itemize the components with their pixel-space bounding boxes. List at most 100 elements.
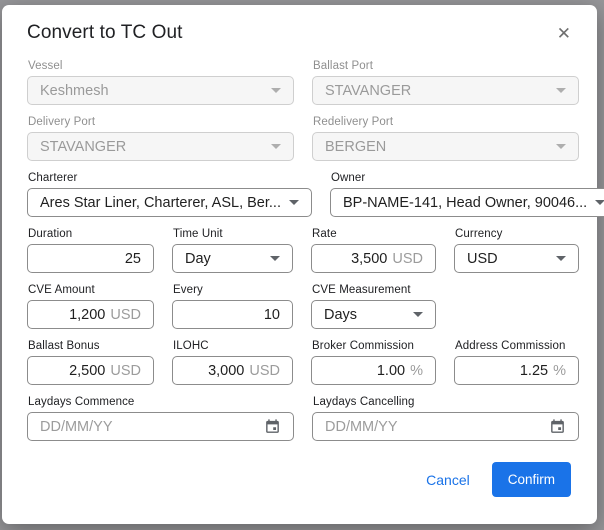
delivery-port-label: Delivery Port [28,116,96,128]
address-commission-value: 1.25 [519,362,549,379]
rate-value: 3,500 [351,250,388,267]
ilohc-fieldgroup: ILOHC 3,000 USD [172,340,293,385]
ballast-port-value: STAVANGER [325,82,412,99]
chevron-down-icon [271,144,281,149]
broker-commission-label: Broker Commission [312,340,415,352]
owner-select[interactable]: BP-NAME-141, Head Owner, 90046... [329,188,604,217]
time-unit-value: Day [185,250,211,267]
dialog-title: Convert to TC Out [27,22,183,43]
laydays-commence-placeholder: DD/MM/YY [40,418,113,435]
close-icon[interactable]: ✕ [553,22,575,46]
chevron-down-icon [556,144,566,149]
rate-fieldgroup: Rate 3,500 USD [311,228,436,273]
charterer-value: Ares Star Liner, Charterer, ASL, Ber... [40,194,281,211]
chevron-down-icon [556,256,566,261]
vessel-select: Keshmesh [27,76,294,105]
every-input[interactable]: 10 [172,300,293,329]
cancel-button[interactable]: Cancel [410,463,486,497]
address-commission-unit-suffix: % [553,362,566,379]
chevron-down-icon [595,200,604,205]
vessel-value: Keshmesh [40,82,109,99]
redelivery-port-value: BERGEN [325,138,387,155]
address-commission-fieldgroup: Address Commission 1.25 % [454,340,579,385]
convert-to-tc-out-dialog: Convert to TC Out ✕ Vessel Keshmesh Ball… [2,5,604,524]
ilohc-input[interactable]: 3,000 USD [172,356,293,385]
chevron-down-icon [270,256,280,261]
dialog-body: Vessel Keshmesh Ballast Port STAVANGER D… [2,46,604,497]
owner-value: BP-NAME-141, Head Owner, 90046... [342,194,588,211]
currency-fieldgroup: Currency USD [454,228,579,273]
dialog-actions: Cancel Confirm [27,462,571,497]
delivery-port-fieldgroup: Delivery Port STAVANGER [27,116,294,161]
laydays-cancelling-fieldgroup: Laydays Cancelling DD/MM/YY [312,396,579,441]
ballast-port-select: STAVANGER [312,76,579,105]
ballast-bonus-value: 2,500 [69,362,106,379]
ballast-bonus-input[interactable]: 2,500 USD [27,356,154,385]
chevron-down-icon [288,200,299,205]
redelivery-port-fieldgroup: Redelivery Port BERGEN [312,116,579,161]
duration-fieldgroup: Duration 25 [27,228,154,273]
time-unit-fieldgroup: Time Unit Day [172,228,293,273]
rate-unit-suffix: USD [392,250,423,267]
chevron-down-icon [271,88,281,93]
duration-label: Duration [28,228,73,240]
duration-value: 25 [124,250,141,267]
redelivery-port-label: Redelivery Port [313,116,394,128]
vessel-label: Vessel [28,60,63,72]
calendar-icon[interactable] [264,418,281,435]
laydays-commence-label: Laydays Commence [28,396,135,408]
ballast-bonus-label: Ballast Bonus [28,340,100,352]
cve-amount-label: CVE Amount [28,284,95,296]
redelivery-port-select: BERGEN [312,132,579,161]
address-commission-label: Address Commission [455,340,566,352]
chevron-down-icon [413,312,423,317]
charterer-fieldgroup: Charterer Ares Star Liner, Charterer, AS… [27,172,312,217]
ilohc-label: ILOHC [173,340,209,352]
laydays-commence-fieldgroup: Laydays Commence DD/MM/YY [27,396,294,441]
every-label: Every [173,284,203,296]
currency-value: USD [467,250,498,267]
ballast-bonus-unit-suffix: USD [110,362,141,379]
delivery-port-value: STAVANGER [40,138,127,155]
laydays-cancelling-input[interactable]: DD/MM/YY [312,412,579,441]
cve-amount-unit-suffix: USD [110,306,141,323]
every-fieldgroup: Every 10 [172,284,293,329]
owner-fieldgroup: Owner BP-NAME-141, Head Owner, 90046... [329,172,604,217]
confirm-button[interactable]: Confirm [491,462,571,497]
laydays-cancelling-label: Laydays Cancelling [313,396,415,408]
laydays-commence-input[interactable]: DD/MM/YY [27,412,294,441]
dialog-header: Convert to TC Out ✕ [2,5,597,46]
address-commission-input[interactable]: 1.25 % [454,356,579,385]
charterer-select[interactable]: Ares Star Liner, Charterer, ASL, Ber... [27,188,312,217]
every-value: 10 [263,306,280,323]
laydays-cancelling-placeholder: DD/MM/YY [325,418,398,435]
vessel-fieldgroup: Vessel Keshmesh [27,60,294,105]
calendar-icon[interactable] [549,418,566,435]
ilohc-unit-suffix: USD [249,362,280,379]
ilohc-value: 3,000 [208,362,245,379]
ballast-bonus-fieldgroup: Ballast Bonus 2,500 USD [27,340,154,385]
currency-label: Currency [455,228,503,240]
broker-commission-unit-suffix: % [410,362,423,379]
owner-label: Owner [330,172,366,184]
broker-commission-fieldgroup: Broker Commission 1.00 % [311,340,436,385]
ballast-port-label: Ballast Port [313,60,374,72]
ballast-port-fieldgroup: Ballast Port STAVANGER [312,60,579,105]
chevron-down-icon [556,88,566,93]
currency-select[interactable]: USD [454,244,579,273]
broker-commission-value: 1.00 [376,362,406,379]
time-unit-select[interactable]: Day [172,244,293,273]
duration-input[interactable]: 25 [27,244,154,273]
rate-input[interactable]: 3,500 USD [311,244,436,273]
cve-measurement-fieldgroup: CVE Measurement Days [311,284,436,329]
cve-measurement-label: CVE Measurement [312,284,411,296]
delivery-port-select: STAVANGER [27,132,294,161]
cve-measurement-value: Days [324,306,358,323]
rate-label: Rate [312,228,337,240]
cve-amount-input[interactable]: 1,200 USD [27,300,154,329]
cve-measurement-select[interactable]: Days [311,300,436,329]
charterer-label: Charterer [28,172,78,184]
time-unit-label: Time Unit [173,228,223,240]
cve-amount-fieldgroup: CVE Amount 1,200 USD [27,284,154,329]
broker-commission-input[interactable]: 1.00 % [311,356,436,385]
